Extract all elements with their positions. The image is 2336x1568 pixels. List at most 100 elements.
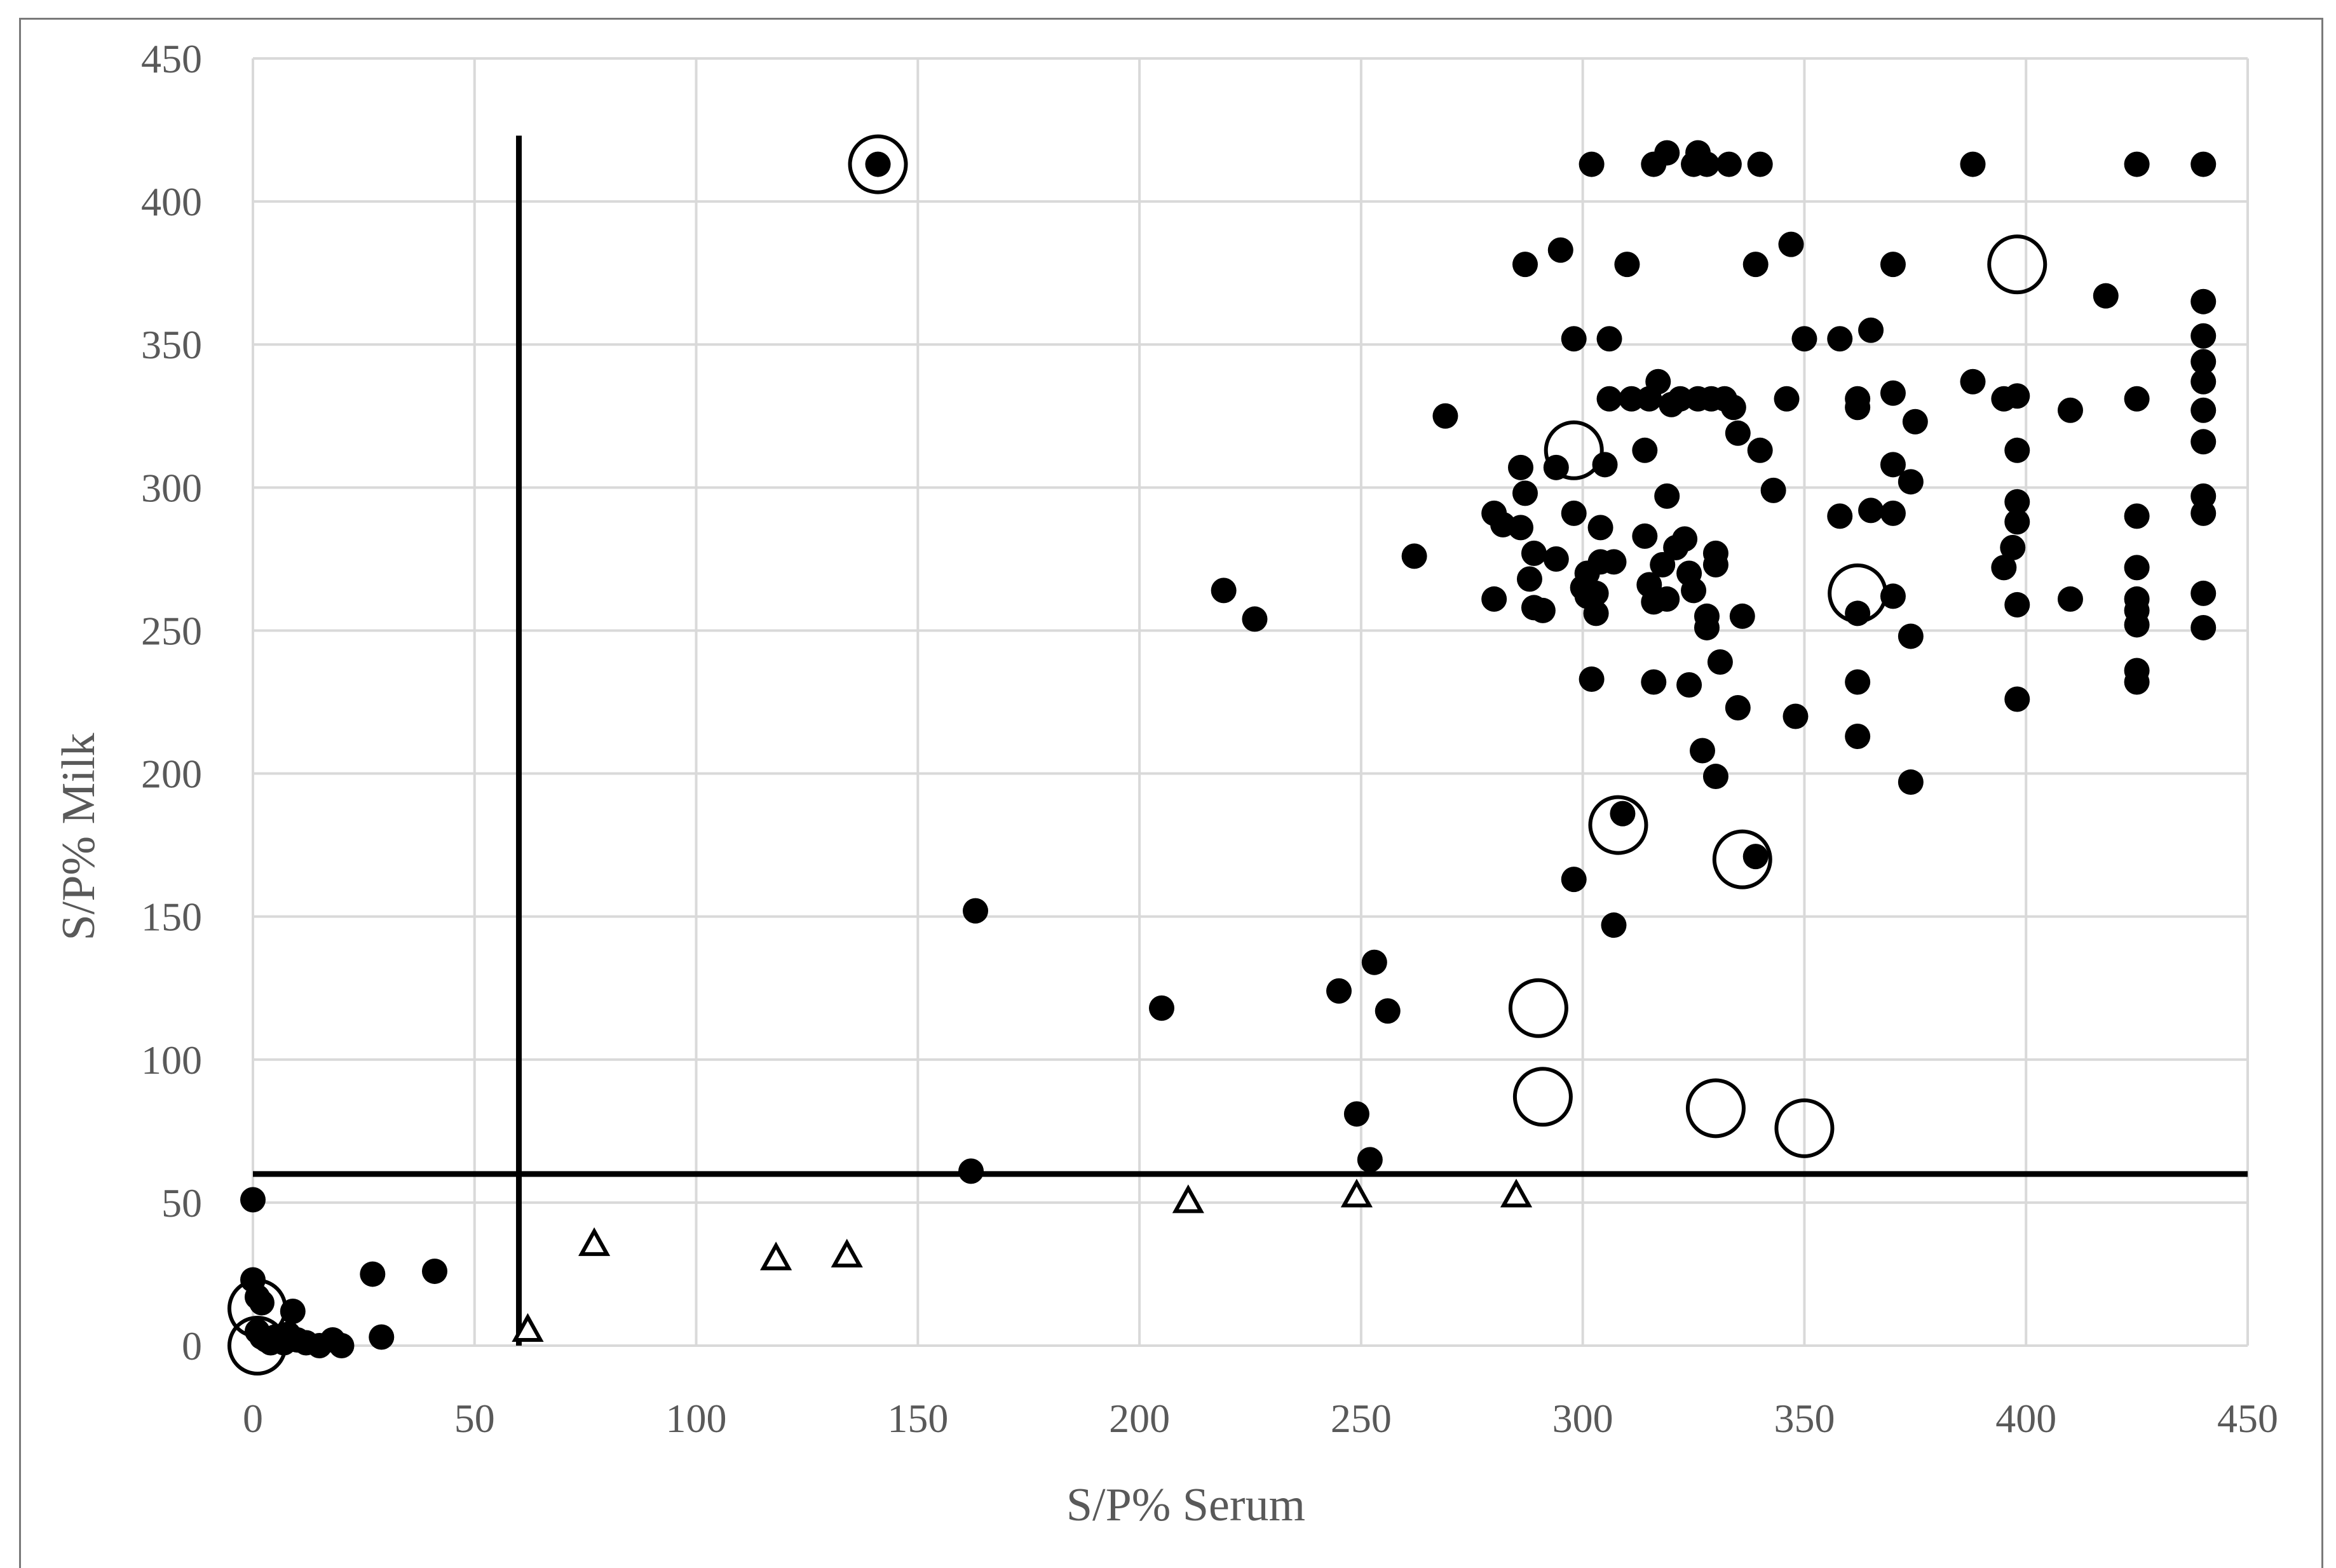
- data-point: [2124, 503, 2150, 529]
- x-tick-label: 350: [1774, 1396, 1835, 1441]
- data-point: [1880, 380, 1906, 406]
- data-point: [1702, 764, 1728, 790]
- data-point: [2190, 349, 2217, 375]
- data-point: [1579, 151, 1605, 177]
- data-point: [2190, 500, 2217, 526]
- x-tick-label: 400: [1995, 1396, 2056, 1441]
- data-point: [1211, 578, 1237, 604]
- data-point: [1242, 606, 1268, 632]
- data-point: [1654, 140, 1680, 166]
- data-point: [1357, 1147, 1383, 1173]
- highlight-ring: [848, 134, 908, 194]
- data-point: [2190, 323, 2217, 349]
- data-point: [1702, 540, 1728, 566]
- highlight-ring: [227, 1278, 287, 1339]
- y-axis-title: S/P% Milk: [53, 733, 105, 941]
- y-tick-label: 400: [141, 179, 202, 224]
- data-point: [1898, 769, 1924, 795]
- data-point: [1694, 603, 1720, 629]
- data-point: [2124, 669, 2150, 695]
- cutoff-layer: [253, 135, 2248, 1346]
- data-point: [1845, 724, 1871, 750]
- data-point: [1672, 526, 1698, 552]
- grid-layer: [252, 57, 2249, 1347]
- data-point: [1791, 326, 1817, 352]
- data-point: [1774, 386, 1800, 412]
- triangle-point: [512, 1313, 544, 1342]
- data-point: [1845, 395, 1871, 421]
- data-point: [1676, 672, 1702, 698]
- data-point: [1667, 386, 1694, 412]
- x-tick-label: 300: [1552, 1396, 1613, 1441]
- data-point: [1654, 586, 1680, 612]
- data-point: [2057, 397, 2083, 423]
- triangle-point: [578, 1227, 611, 1256]
- triangle-point: [760, 1241, 792, 1271]
- y-tick-label: 450: [141, 36, 202, 81]
- data-point: [1747, 437, 1773, 463]
- y-tick-label: 300: [141, 465, 202, 510]
- x-axis-title: S/P% Serum: [1066, 1479, 1305, 1531]
- data-point: [1561, 326, 1587, 352]
- data-point: [2124, 555, 2150, 581]
- triangle-point: [1500, 1179, 1533, 1208]
- data-point: [2124, 612, 2150, 638]
- data-point: [2004, 509, 2030, 535]
- y-tick-label: 100: [141, 1037, 202, 1083]
- x-tick-label: 50: [454, 1396, 495, 1441]
- data-point: [1716, 151, 1742, 177]
- data-point: [1991, 555, 2017, 581]
- data-point: [1654, 483, 1680, 509]
- data-point: [1587, 515, 1613, 541]
- data-point: [1521, 540, 1547, 566]
- data-point: [1650, 551, 1676, 578]
- data-point: [2000, 534, 2026, 560]
- highlight-ring: [227, 1316, 287, 1375]
- data-point: [1783, 703, 1809, 729]
- data-point: [2124, 151, 2150, 177]
- data-point: [1880, 452, 1906, 478]
- data-point: [1960, 368, 1986, 395]
- data-point: [1742, 252, 1769, 278]
- data-point: [1343, 1101, 1369, 1127]
- data-point: [2004, 489, 2030, 515]
- data-point: [1579, 666, 1605, 692]
- data-point: [1375, 998, 1401, 1024]
- highlight-ring: [1828, 563, 1888, 623]
- data-point: [1845, 669, 1871, 695]
- data-point: [2190, 397, 2217, 423]
- data-point: [1543, 546, 1569, 572]
- highlight-ring: [1712, 829, 1772, 889]
- data-point: [1725, 420, 1751, 446]
- x-tick-label: 450: [2217, 1396, 2278, 1441]
- x-tick-label: 150: [887, 1396, 948, 1441]
- data-point: [1632, 523, 1658, 549]
- data-point: [329, 1333, 355, 1358]
- highlight-ring: [1987, 234, 2047, 295]
- data-point: [1880, 500, 1906, 526]
- data-point: [1512, 252, 1538, 278]
- data-point: [2190, 429, 2217, 455]
- data-point: [1432, 403, 1458, 429]
- data-point: [1619, 386, 1645, 412]
- data-point: [2190, 151, 2217, 177]
- data-point: [2124, 386, 2150, 412]
- data-point: [1960, 151, 1986, 177]
- data-point: [1547, 237, 1573, 263]
- data-point: [1690, 738, 1716, 764]
- triangle-point: [831, 1238, 863, 1267]
- data-point: [1512, 480, 1538, 506]
- data-point: [1561, 500, 1587, 526]
- data-point: [1508, 454, 1534, 480]
- data-point: [1720, 395, 1746, 421]
- data-point: [2190, 288, 2217, 314]
- triangle-point: [1172, 1184, 1204, 1213]
- data-point: [1827, 503, 1853, 529]
- data-point: [1401, 543, 1427, 569]
- highlight-ring: [1508, 978, 1568, 1038]
- data-point: [1898, 623, 1924, 649]
- data-point: [1729, 603, 1755, 629]
- data-point: [1778, 231, 1804, 257]
- data-point: [1880, 252, 1906, 278]
- data-point: [1596, 326, 1622, 352]
